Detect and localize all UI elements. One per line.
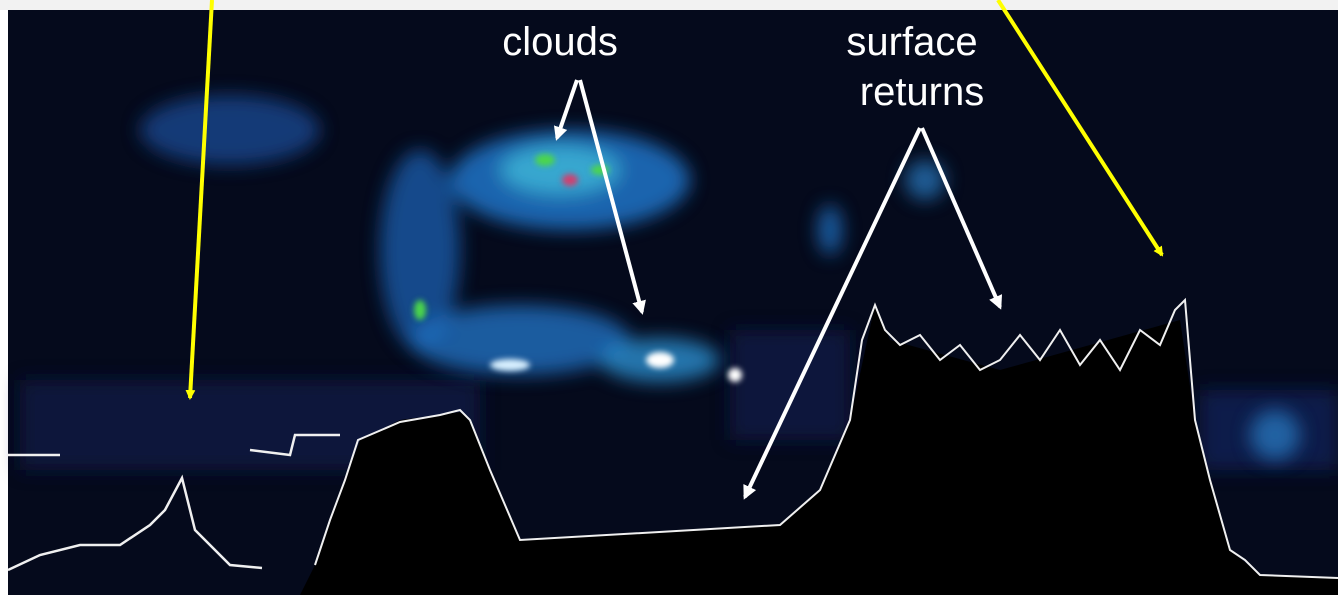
returns-label: returns xyxy=(860,70,985,114)
top-strip xyxy=(0,0,1338,10)
clouds-label: clouds xyxy=(502,20,618,64)
lidar-curtain: clouds surface returns xyxy=(0,0,1338,595)
page: clouds surface returns (() => { const da… xyxy=(0,0,1338,595)
surface-label: surface xyxy=(846,20,977,64)
